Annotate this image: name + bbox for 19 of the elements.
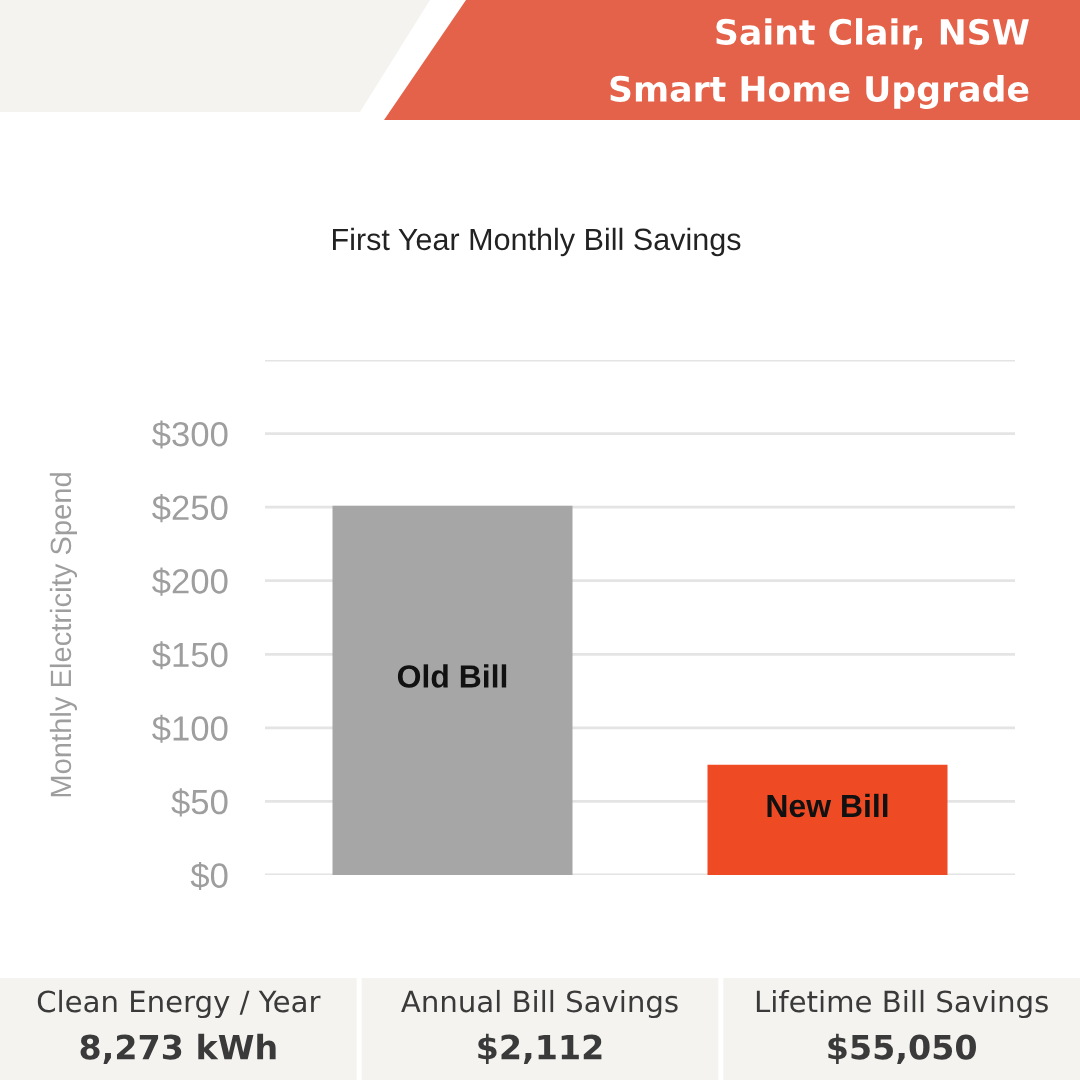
- text: Saint Clair, NSW: [716, 18, 1029, 50]
- text: Clean Energy / Year: [37, 989, 321, 1019]
- text: 8,273 kWh: [80, 1033, 276, 1064]
- y-tick-label: $250: [152, 494, 228, 523]
- text: Lifetime Bill Savings: [756, 989, 1048, 1019]
- x-tick-label: Old Bill: [397, 664, 507, 688]
- y-tick-label: $50: [171, 788, 228, 817]
- y-tick-label: $200: [152, 567, 228, 596]
- chart-title: First Year Monthly Bill Savings: [333, 227, 741, 257]
- text: $55,050: [828, 1033, 976, 1065]
- y-axis-title: Monthly Electricity Spend: [49, 473, 77, 797]
- y-tick-label: $100: [152, 714, 228, 743]
- y-tick-label: $300: [152, 420, 228, 449]
- y-tick-label: $150: [152, 641, 228, 670]
- y-tick-label: $0: [190, 861, 228, 890]
- text: Annual Bill Savings: [401, 989, 678, 1019]
- text: Smart Home Upgrade: [610, 75, 1029, 109]
- x-tick-label: New Bill: [767, 793, 888, 818]
- text: $2,112: [478, 1033, 602, 1065]
